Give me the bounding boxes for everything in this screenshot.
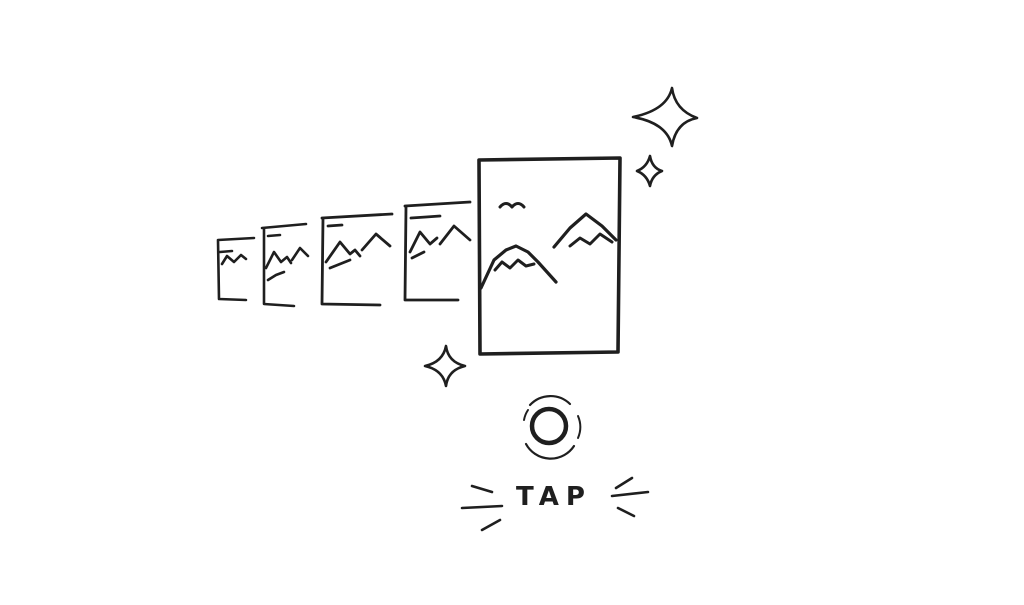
sparkle-large-icon — [631, 86, 699, 148]
photo-frame-4 — [403, 200, 472, 302]
sparkle-small-icon — [635, 154, 664, 188]
tap-emphasis-lines — [460, 476, 650, 532]
photo-frame-2 — [260, 222, 310, 308]
tap-circle-icon — [523, 395, 582, 460]
photo-frame-3 — [320, 212, 394, 307]
sparkle-bottom-icon — [423, 344, 467, 388]
tap-label: TAP — [516, 482, 592, 512]
photo-frame-main — [477, 156, 622, 356]
photo-frame-1 — [216, 236, 256, 302]
